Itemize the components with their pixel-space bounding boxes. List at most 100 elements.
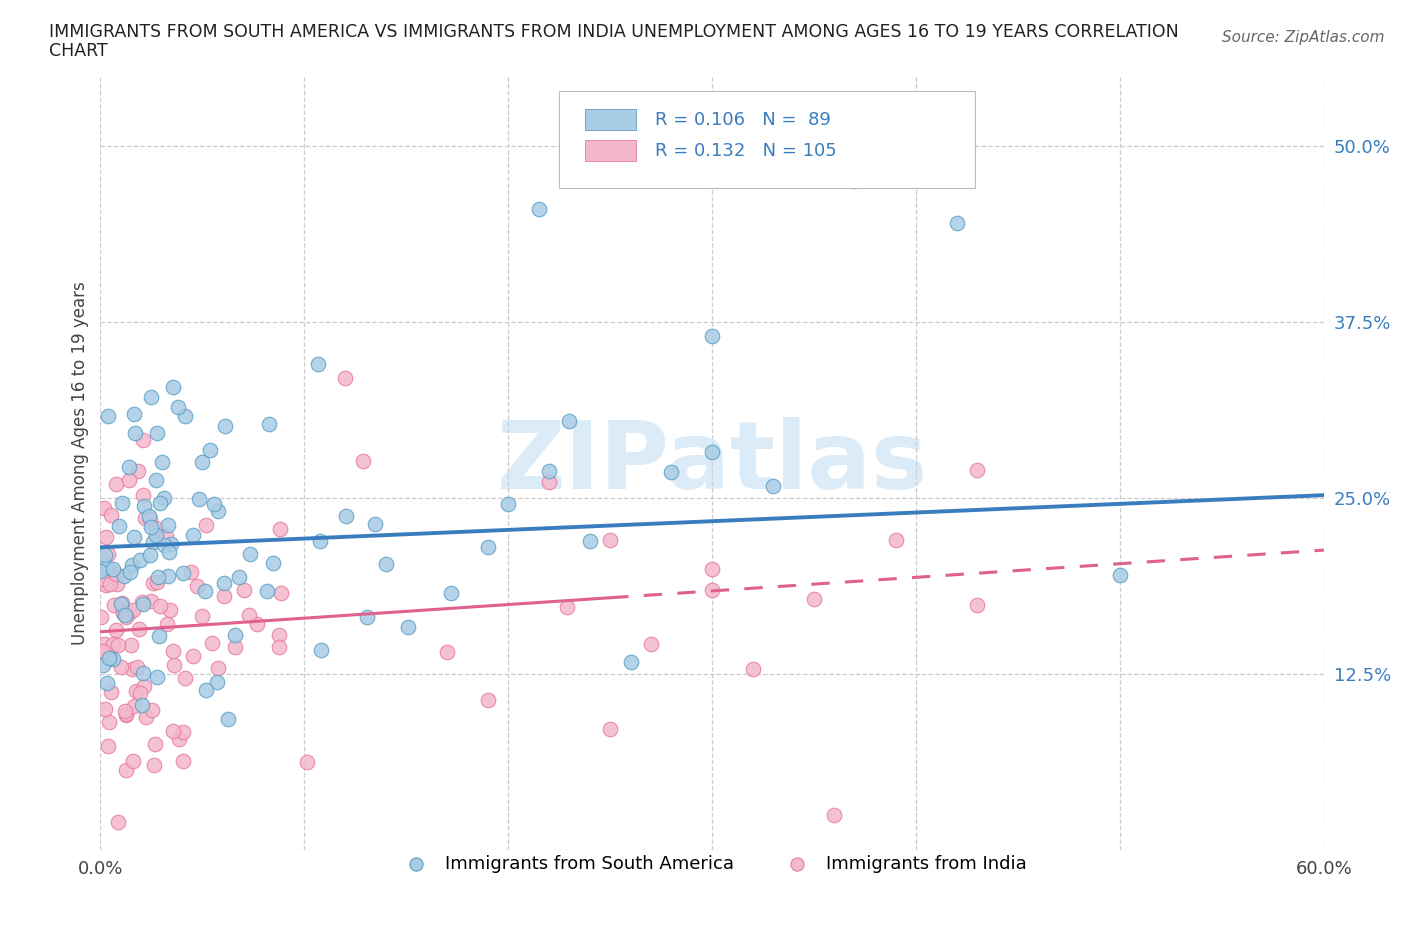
Point: [201, 636, 224, 651]
Point: [439, 586, 461, 601]
Point: [96, 530, 118, 545]
Point: [162, 724, 184, 738]
Point: [125, 684, 148, 698]
Point: [187, 492, 209, 507]
Point: [134, 498, 156, 513]
Point: [93, 636, 115, 651]
Point: [128, 685, 150, 700]
Point: [1109, 568, 1132, 583]
Point: [174, 671, 197, 685]
Point: [194, 584, 217, 599]
Point: [118, 565, 141, 579]
Point: [157, 544, 180, 559]
Point: [91, 571, 114, 586]
Point: [114, 607, 136, 622]
Point: [173, 408, 195, 423]
Point: [96, 578, 118, 592]
Point: [110, 596, 132, 611]
Point: [97, 408, 120, 423]
Point: [115, 708, 138, 723]
Point: [104, 476, 127, 491]
Point: [352, 454, 374, 469]
Point: [181, 528, 204, 543]
Point: [228, 570, 250, 585]
Point: [496, 497, 519, 512]
Point: [132, 596, 155, 611]
Point: [127, 660, 149, 675]
Point: [103, 561, 125, 576]
Point: [555, 600, 578, 615]
Point: [946, 216, 969, 231]
Point: [100, 684, 122, 699]
Point: [335, 508, 357, 523]
Point: [112, 569, 135, 584]
Point: [659, 465, 682, 480]
Point: [884, 533, 907, 548]
Point: [172, 566, 194, 581]
Point: [89, 564, 111, 578]
Bar: [585, 109, 637, 130]
Point: [91, 644, 114, 658]
Point: [966, 462, 988, 477]
Point: [96, 675, 118, 690]
Point: [105, 622, 128, 637]
Point: [741, 662, 763, 677]
Point: [138, 508, 160, 523]
Point: [134, 511, 156, 525]
Text: CHART: CHART: [49, 42, 108, 60]
Point: [115, 609, 138, 624]
Point: [214, 589, 236, 604]
Point: [142, 535, 165, 550]
Text: Source: ZipAtlas.com: Source: ZipAtlas.com: [1222, 30, 1385, 45]
Point: [135, 710, 157, 724]
Point: [700, 582, 723, 597]
Point: [172, 724, 194, 739]
Bar: [585, 140, 637, 162]
Point: [180, 565, 202, 579]
Point: [103, 652, 125, 667]
Point: [94, 548, 117, 563]
Point: [232, 583, 254, 598]
Point: [356, 610, 378, 625]
Point: [146, 426, 169, 441]
Point: [148, 570, 170, 585]
Point: [148, 629, 170, 644]
Point: [120, 637, 142, 652]
Point: [270, 586, 292, 601]
Point: [239, 547, 262, 562]
Point: [259, 417, 281, 432]
Point: [118, 472, 141, 487]
Text: R = 0.132   N = 105: R = 0.132 N = 105: [655, 141, 837, 160]
Point: [114, 763, 136, 777]
Point: [214, 575, 236, 590]
Point: [129, 552, 152, 567]
Point: [824, 807, 846, 822]
Point: [124, 425, 146, 440]
Point: [186, 579, 208, 594]
Point: [537, 474, 560, 489]
Point: [396, 619, 419, 634]
Point: [93, 500, 115, 515]
Point: [91, 645, 114, 660]
Point: [96, 560, 118, 575]
Point: [118, 605, 141, 620]
FancyBboxPatch shape: [560, 91, 976, 188]
Point: [167, 400, 190, 415]
Point: [700, 328, 723, 343]
Point: [269, 522, 291, 537]
Point: [90, 609, 112, 624]
Point: [267, 640, 290, 655]
Point: [97, 647, 120, 662]
Point: [224, 640, 246, 655]
Point: [181, 648, 204, 663]
Point: [139, 512, 162, 526]
Point: [122, 406, 145, 421]
Point: [142, 576, 165, 591]
Point: [374, 556, 396, 571]
Point: [146, 575, 169, 590]
Point: [477, 693, 499, 708]
Point: [145, 528, 167, 543]
Point: [307, 356, 329, 371]
Point: [163, 658, 186, 672]
Point: [111, 605, 134, 620]
